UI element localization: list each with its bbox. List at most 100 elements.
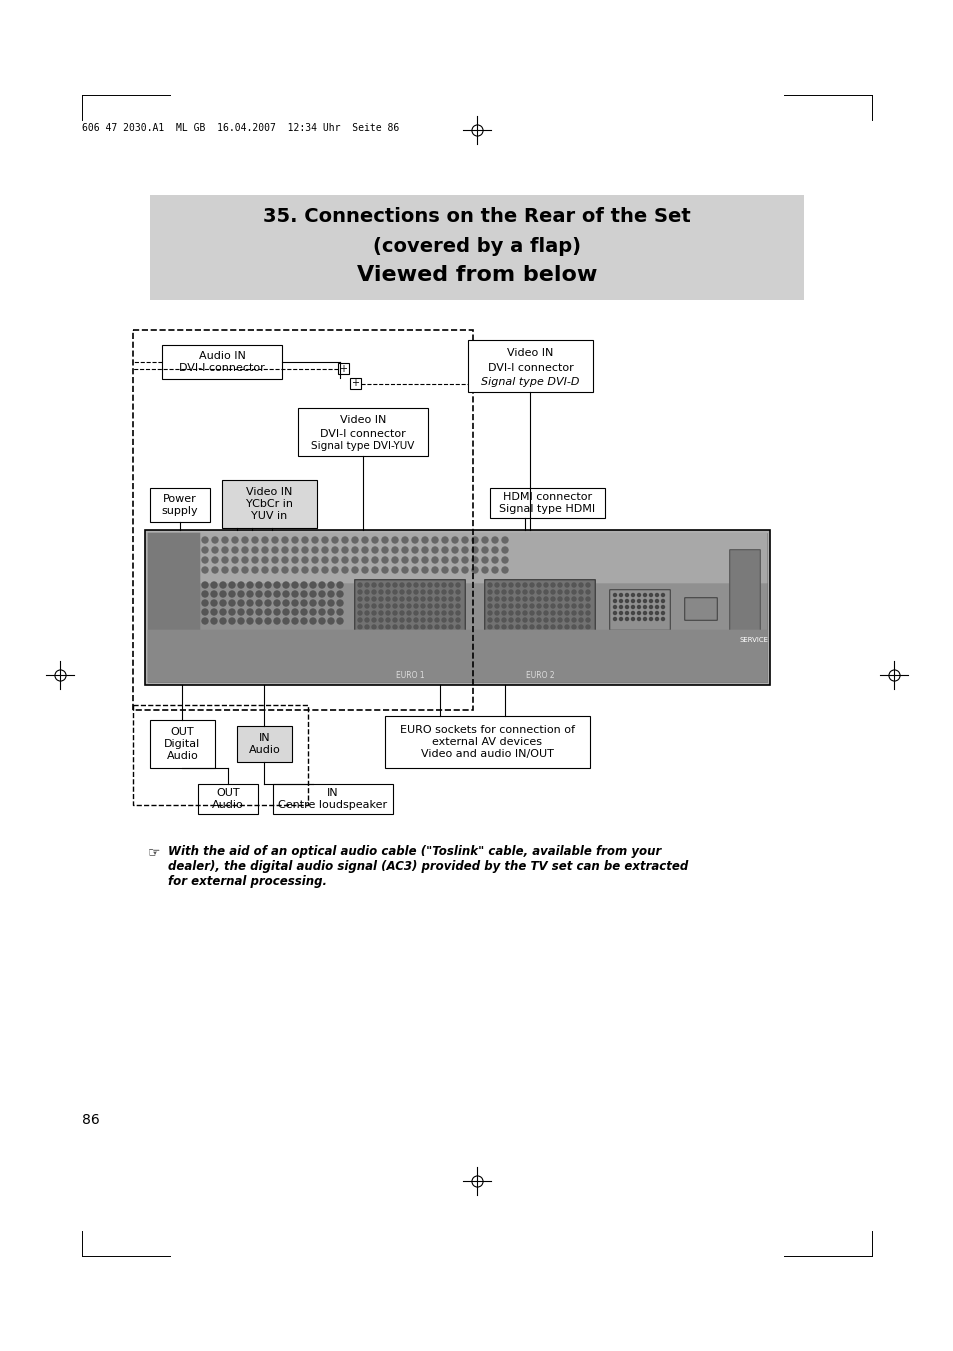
Circle shape: [414, 646, 417, 650]
Text: Power
supply: Power supply: [161, 494, 198, 516]
FancyBboxPatch shape: [297, 408, 428, 457]
Circle shape: [449, 611, 453, 615]
Circle shape: [572, 617, 576, 621]
Circle shape: [292, 547, 297, 553]
Circle shape: [318, 609, 325, 615]
Circle shape: [449, 646, 453, 650]
Circle shape: [365, 653, 369, 657]
Circle shape: [564, 597, 568, 601]
Circle shape: [456, 617, 459, 621]
Circle shape: [336, 582, 343, 588]
Circle shape: [312, 547, 317, 553]
Circle shape: [372, 597, 375, 601]
Circle shape: [537, 626, 540, 630]
Circle shape: [428, 597, 432, 601]
Circle shape: [613, 600, 616, 603]
Circle shape: [543, 604, 547, 608]
Circle shape: [558, 626, 561, 630]
Circle shape: [328, 617, 334, 624]
Circle shape: [449, 597, 453, 601]
Circle shape: [558, 584, 561, 586]
Circle shape: [481, 567, 488, 573]
Circle shape: [361, 567, 368, 573]
Circle shape: [551, 617, 555, 621]
Circle shape: [488, 617, 492, 621]
Circle shape: [660, 605, 664, 608]
Circle shape: [407, 626, 411, 630]
Circle shape: [378, 639, 382, 643]
Circle shape: [613, 612, 616, 615]
Circle shape: [255, 590, 262, 597]
Circle shape: [229, 590, 234, 597]
Circle shape: [352, 557, 357, 563]
Circle shape: [441, 597, 446, 601]
Circle shape: [551, 639, 555, 643]
Circle shape: [558, 597, 561, 601]
Text: Video IN: Video IN: [339, 415, 386, 426]
Circle shape: [516, 597, 519, 601]
Circle shape: [530, 646, 534, 650]
Circle shape: [220, 617, 226, 624]
Circle shape: [332, 567, 337, 573]
Circle shape: [312, 557, 317, 563]
Circle shape: [558, 632, 561, 636]
Circle shape: [341, 536, 348, 543]
Circle shape: [283, 582, 289, 588]
Circle shape: [435, 617, 438, 621]
Circle shape: [283, 609, 289, 615]
Circle shape: [393, 584, 396, 586]
Circle shape: [265, 582, 271, 588]
Circle shape: [509, 632, 513, 636]
Text: EURO sockets for connection of
external AV devices
Video and audio IN/OUT: EURO sockets for connection of external …: [399, 725, 575, 759]
Circle shape: [262, 547, 268, 553]
FancyBboxPatch shape: [273, 784, 393, 815]
Circle shape: [283, 617, 289, 624]
Circle shape: [392, 557, 397, 563]
Circle shape: [274, 609, 280, 615]
Circle shape: [318, 600, 325, 607]
Circle shape: [492, 557, 497, 563]
Circle shape: [492, 547, 497, 553]
Circle shape: [509, 590, 513, 594]
Circle shape: [509, 653, 513, 657]
Circle shape: [501, 597, 505, 601]
Circle shape: [399, 584, 403, 586]
Circle shape: [202, 590, 208, 597]
Circle shape: [492, 536, 497, 543]
Circle shape: [522, 611, 526, 615]
Circle shape: [558, 604, 561, 608]
Circle shape: [274, 582, 280, 588]
FancyBboxPatch shape: [198, 784, 257, 815]
Circle shape: [509, 611, 513, 615]
Circle shape: [456, 632, 459, 636]
Circle shape: [435, 611, 438, 615]
Circle shape: [461, 547, 468, 553]
Circle shape: [372, 584, 375, 586]
Circle shape: [558, 639, 561, 643]
Circle shape: [572, 653, 576, 657]
Circle shape: [265, 600, 271, 607]
Circle shape: [509, 604, 513, 608]
Circle shape: [393, 604, 396, 608]
Circle shape: [481, 536, 488, 543]
Circle shape: [332, 547, 337, 553]
Circle shape: [516, 639, 519, 643]
Circle shape: [522, 639, 526, 643]
Circle shape: [551, 653, 555, 657]
Circle shape: [472, 547, 477, 553]
Circle shape: [386, 604, 390, 608]
Circle shape: [357, 590, 361, 594]
Circle shape: [365, 646, 369, 650]
Circle shape: [585, 590, 589, 594]
Circle shape: [237, 590, 244, 597]
Circle shape: [660, 617, 664, 620]
Circle shape: [310, 590, 315, 597]
Circle shape: [392, 567, 397, 573]
Circle shape: [302, 567, 308, 573]
Circle shape: [378, 653, 382, 657]
FancyBboxPatch shape: [609, 589, 670, 631]
Text: +: +: [351, 378, 359, 389]
Circle shape: [222, 557, 228, 563]
FancyBboxPatch shape: [355, 580, 465, 670]
Text: With the aid of an optical audio cable ("Toslink" cable, available from your
dea: With the aid of an optical audio cable (…: [168, 844, 687, 888]
